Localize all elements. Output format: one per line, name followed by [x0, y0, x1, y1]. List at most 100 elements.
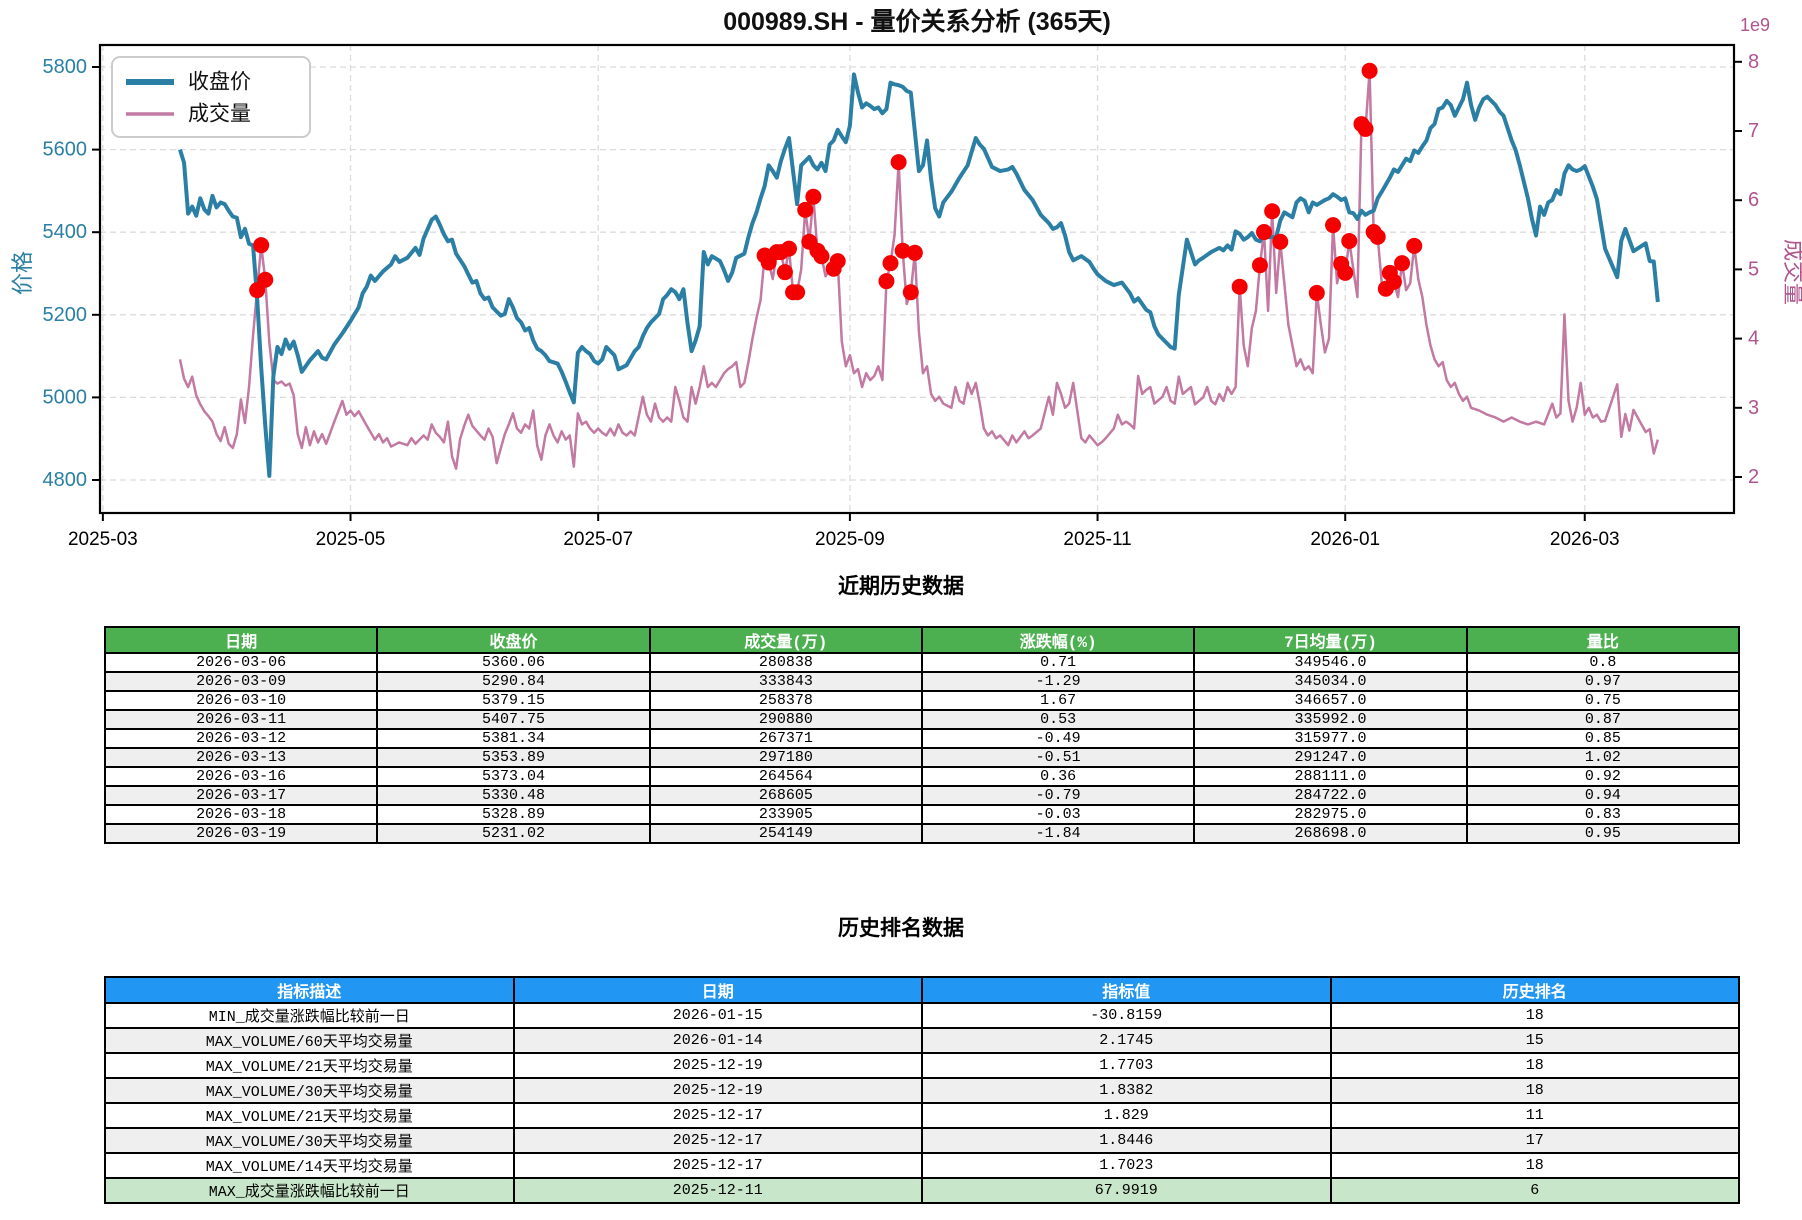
column-header: 量比 — [1465, 626, 1741, 654]
table-cell: 2026-03-09 — [103, 671, 379, 692]
table-cell: 2026-03-13 — [103, 747, 379, 768]
table-cell: 1.02 — [1465, 747, 1741, 768]
volume-anomaly-dot — [253, 237, 270, 254]
left-tick-label: 5400 — [43, 221, 88, 243]
volume-anomaly-dot — [1385, 273, 1402, 290]
right-tick-label: 8 — [1748, 51, 1759, 73]
table-row: 2026-03-09 5290.84 333843 -1.29 345034.0 0.97 — [103, 671, 1741, 692]
table-cell: 5290.84 — [376, 671, 651, 692]
table-row: 2026-03-19 5231.02 254149 -1.84 268698.0 0.95 — [103, 823, 1741, 844]
table-cell: 0.8 — [1465, 652, 1741, 673]
column-header: 日期 — [103, 626, 379, 654]
table-cell: 0.97 — [1465, 671, 1741, 692]
table-cell: 2026-01-14 — [512, 1027, 923, 1054]
volume-anomaly-dot — [257, 271, 274, 288]
left-tick-label: 5600 — [43, 139, 88, 161]
table-cell: 284722.0 — [1193, 785, 1468, 806]
table-cell: 1.7703 — [921, 1052, 1332, 1079]
volume-anomaly-dot — [1231, 278, 1248, 295]
table-cell: 2026-03-16 — [103, 766, 379, 787]
table-cell: 0.94 — [1465, 785, 1741, 806]
volume-anomaly-dot — [829, 253, 846, 270]
table-cell: 315977.0 — [1193, 728, 1468, 749]
table-cell: 297180 — [648, 747, 923, 768]
table-row: MAX_VOLUME/30天平均交易量 2025-12-17 1.8446 17 — [104, 1127, 1740, 1154]
left-tick-label: 5000 — [43, 386, 88, 408]
table-row: 2026-03-12 5381.34 267371 -0.49 315977.0 0.85 — [103, 728, 1741, 749]
table-cell: 2026-03-06 — [103, 652, 379, 673]
volume-anomaly-dot — [1251, 257, 1268, 274]
left-axis-title: 价格 — [10, 251, 35, 295]
volume-anomaly-dot — [882, 255, 899, 272]
price-volume-chart: 4800 5000 5200 5400 5600 5800 2 3 4 5 6 7 8 2025-03 20… — [10, 8, 1802, 550]
table-cell: 0.53 — [920, 709, 1196, 730]
table-cell: 282975.0 — [1193, 804, 1468, 825]
table-cell: 18 — [1329, 1077, 1740, 1104]
table-cell: 5360.06 — [376, 652, 651, 673]
volume-anomaly-dot — [1256, 224, 1273, 241]
table-cell: 5379.15 — [376, 690, 651, 711]
table-cell: 67.9919 — [921, 1177, 1332, 1204]
history-ranking-table: 指标描述 日期 指标值 历史排名 MIN_成交量涨跌幅比较前一日 2026-01-15 -3… — [104, 976, 1740, 1204]
table-cell: 18 — [1329, 1152, 1740, 1179]
table-cell: 5407.75 — [376, 709, 651, 730]
legend-label-volume: 成交量 — [188, 103, 251, 126]
table-cell: -0.49 — [920, 728, 1196, 749]
volume-anomaly-dot — [1394, 255, 1411, 272]
table-cell: 0.71 — [920, 652, 1196, 673]
table-cell: 288111.0 — [1193, 766, 1468, 787]
table-row: MIN_成交量涨跌幅比较前一日 2026-01-15 -30.8159 18 — [104, 1002, 1740, 1029]
table-cell: 335992.0 — [1193, 709, 1468, 730]
x-tick-label: 2025-11 — [1063, 529, 1131, 550]
right-axis-title: 成交量 — [1781, 239, 1802, 305]
table-cell: 2025-12-11 — [512, 1177, 923, 1204]
column-header: 涨跌幅(%) — [920, 626, 1196, 654]
table-header-row: 指标描述 日期 指标值 历史排名 — [104, 976, 1740, 1004]
x-tick-label: 2025-07 — [563, 529, 633, 550]
x-tick-label: 2026-01 — [1310, 529, 1380, 550]
table-cell: 2025-12-19 — [512, 1052, 923, 1079]
table-cell: 268698.0 — [1193, 823, 1468, 844]
table-row: 2026-03-16 5373.04 264564 0.36 288111.0 0.92 — [103, 766, 1741, 787]
table-cell: -0.79 — [920, 785, 1196, 806]
table-cell: 1.8446 — [921, 1127, 1332, 1154]
table-cell: 2026-01-15 — [512, 1002, 923, 1029]
plot-border — [98, 43, 1736, 515]
table-row: 2026-03-17 5330.48 268605 -0.79 284722.0 0.94 — [103, 785, 1741, 806]
volume-anomaly-dot — [1406, 237, 1423, 254]
table-cell: -1.29 — [920, 671, 1196, 692]
table-cell: 2025-12-19 — [512, 1077, 923, 1104]
table-cell: MAX_VOLUME/14天平均交易量 — [104, 1152, 515, 1179]
volume-anomaly-dot — [902, 284, 919, 301]
x-tick-label: 2025-09 — [815, 529, 885, 550]
history-ranking-section-title: 历史排名数据 — [838, 917, 964, 940]
table-cell: 2025-12-17 — [512, 1127, 923, 1154]
table-cell: 18 — [1329, 1002, 1740, 1029]
table-row: 2026-03-11 5407.75 290880 0.53 335992.0 0.87 — [103, 709, 1741, 730]
volume-anomaly-dot — [1369, 228, 1386, 245]
volume-anomaly-dot — [890, 154, 907, 171]
volume-anomaly-dot — [1264, 203, 1281, 220]
volume-anomaly-dot — [906, 244, 923, 261]
column-header: 收盘价 — [376, 626, 651, 654]
table-cell: 0.95 — [1465, 823, 1741, 844]
table-cell: 2026-03-12 — [103, 728, 379, 749]
x-tick-label: 2026-03 — [1550, 529, 1620, 550]
table-cell: -1.84 — [920, 823, 1196, 844]
table-cell: 2025-12-17 — [512, 1102, 923, 1129]
column-header: 成交量(万) — [648, 626, 923, 654]
table-cell: 1.67 — [920, 690, 1196, 711]
volume-anomaly-dot — [781, 240, 797, 257]
table-cell: MAX_VOLUME/60天平均交易量 — [104, 1027, 515, 1054]
table-row: 2026-03-06 5360.06 280838 0.71 349546.0 0.8 — [103, 652, 1741, 673]
volume-anomaly-dot — [1357, 120, 1374, 137]
table-cell: 15 — [1329, 1027, 1740, 1054]
volume-anomaly-dot — [797, 201, 814, 218]
table-cell: MAX_成交量涨跌幅比较前一日 — [104, 1177, 515, 1204]
table-cell: MAX_VOLUME/30天平均交易量 — [104, 1077, 515, 1104]
table-cell: 2.1745 — [921, 1027, 1332, 1054]
right-tick-label: 5 — [1748, 258, 1759, 280]
table-cell: 5373.04 — [376, 766, 651, 787]
table-cell: 346657.0 — [1193, 690, 1468, 711]
table-cell: 254149 — [648, 823, 923, 844]
